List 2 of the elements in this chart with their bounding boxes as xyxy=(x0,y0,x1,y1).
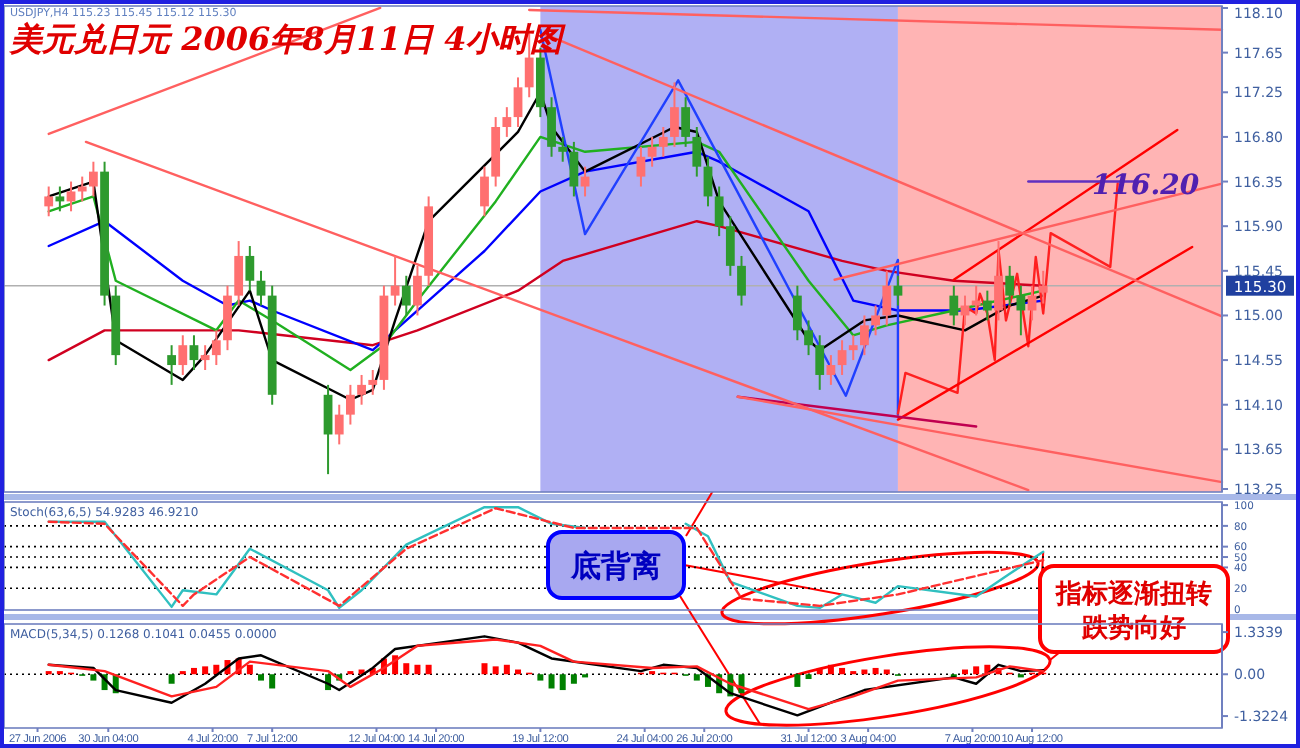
annotation: 底背离 xyxy=(569,548,661,585)
annotation: 指标逐渐扭转跌势向好 xyxy=(1054,577,1212,644)
